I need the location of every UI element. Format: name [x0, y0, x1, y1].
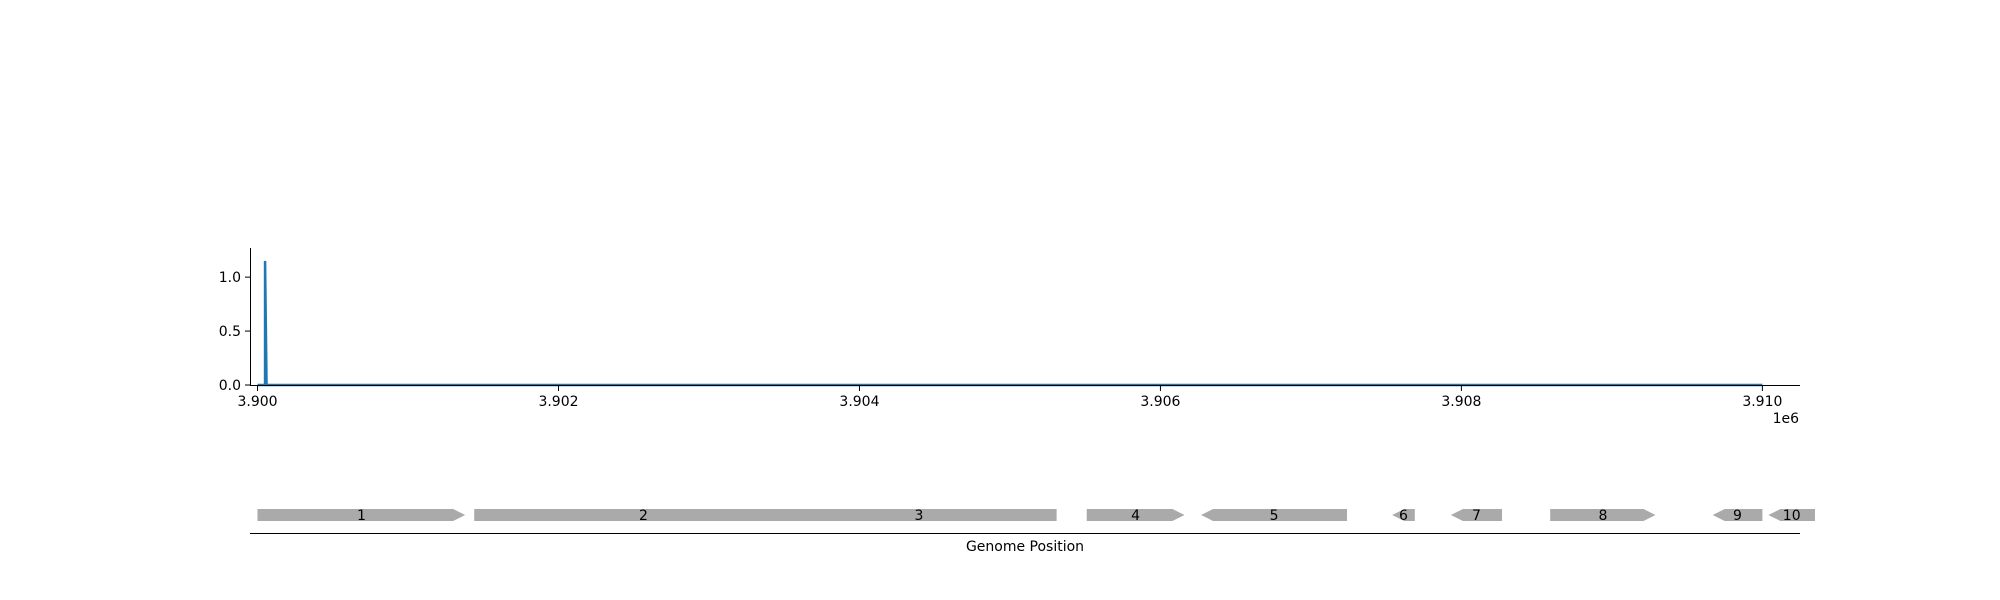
gene-label-4: 4 [1131, 508, 1140, 524]
gene-arrow-5 [1201, 509, 1347, 521]
gene-arrow-4 [1086, 509, 1185, 521]
x-tick-label: 3.906 [1140, 394, 1180, 410]
gene-label-9: 9 [1733, 508, 1742, 524]
gene-arrow-1 [257, 509, 466, 521]
gene-arrow-6 [1392, 509, 1415, 521]
y-tick-label: 1.0 [219, 270, 241, 286]
gene-arrow-7 [1450, 509, 1502, 521]
gene-arrow-8 [1550, 509, 1656, 521]
coverage-line-layer [257, 260, 1763, 387]
gene-arrow-9 [1712, 509, 1763, 521]
y-axis-ticks: 0.0 0.5 1.0 [219, 270, 250, 394]
gene-label-1: 1 [357, 508, 366, 524]
gene-label-10: 10 [1783, 508, 1801, 524]
gene-label-7: 7 [1472, 508, 1481, 524]
x-axis-ticks: 3.900 3.902 3.904 3.906 3.908 3.910 [237, 386, 1782, 410]
gene-label-8: 8 [1598, 508, 1607, 524]
gene-track: 1 2 3 4 5 6 7 8 9 10 Genome Position [250, 508, 1815, 555]
x-tick-label: 3.902 [538, 394, 578, 410]
x-tick-label: 3.904 [839, 394, 879, 410]
x-tick-label: 3.908 [1441, 394, 1481, 410]
gene-arrow-2 [474, 509, 813, 521]
coverage-plot: 3.900 3.902 3.904 3.906 3.908 3.910 0.0 0.5 1.0… [219, 248, 1800, 427]
x-tick-label: 3.900 [237, 394, 277, 410]
gene-arrow-10 [1768, 509, 1815, 521]
y-tick-label: 0.5 [219, 324, 241, 340]
y-tick-label: 0.0 [219, 378, 241, 394]
gene-label-3: 3 [914, 508, 923, 524]
gene-arrow-3 [781, 509, 1057, 521]
gene-track-x-axis-label: Genome Position [966, 539, 1084, 555]
gene-label-2: 2 [639, 508, 648, 524]
coverage-series-line [257, 260, 1763, 387]
gene-label-6: 6 [1399, 508, 1408, 524]
x-axis-offset-label: 1e6 [1773, 411, 1800, 427]
gene-arrows-layer: 1 2 3 4 5 6 7 8 9 10 [257, 508, 1815, 524]
x-tick-label: 3.910 [1742, 394, 1782, 410]
gene-label-5: 5 [1270, 508, 1279, 524]
